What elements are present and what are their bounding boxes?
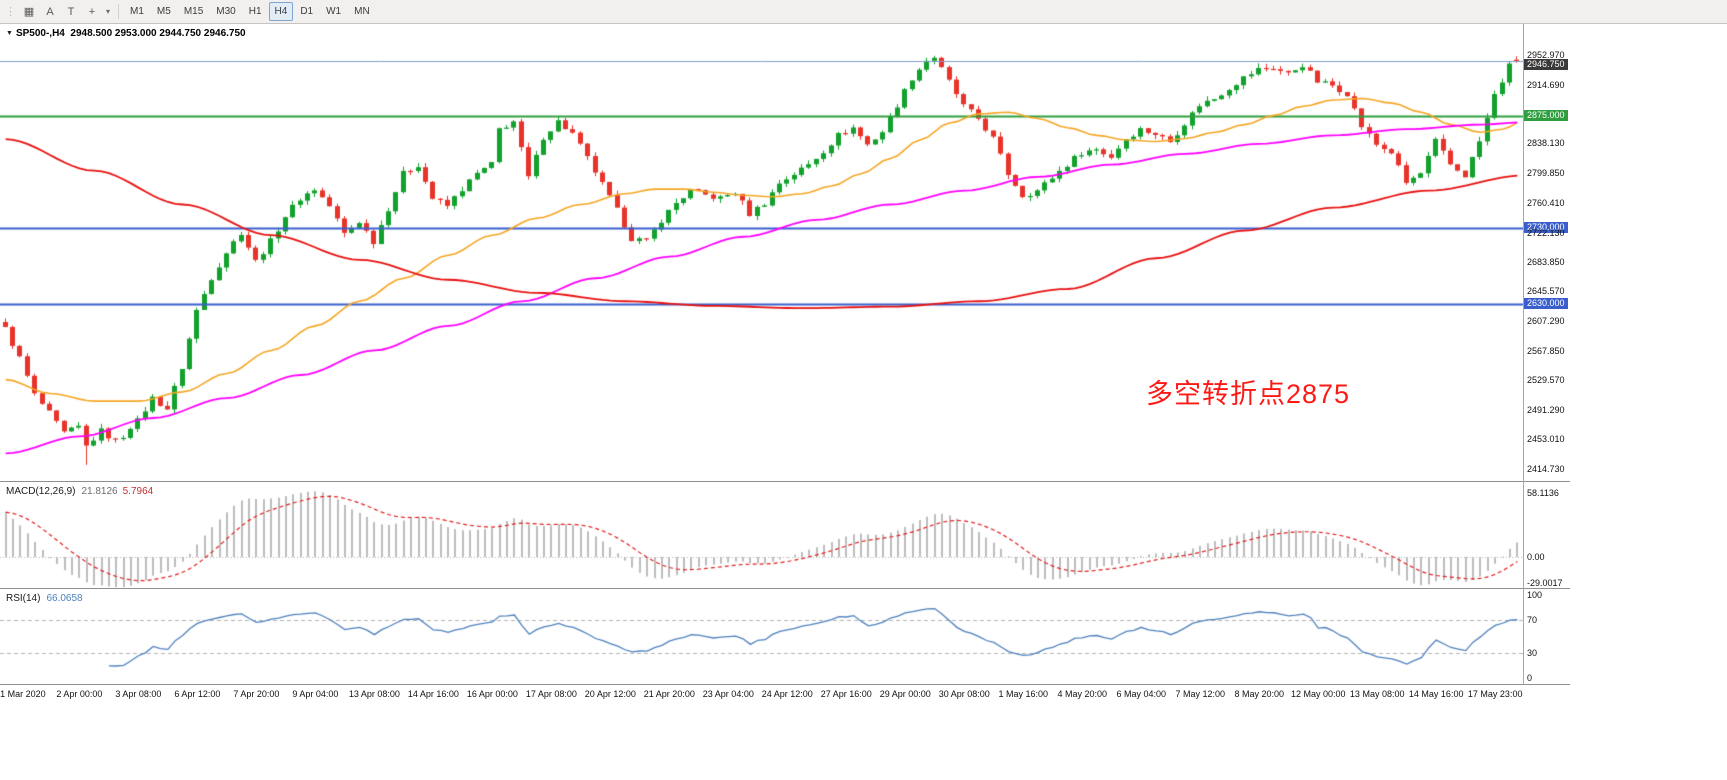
price-axis-label: 2607.290 [1527, 315, 1565, 326]
timeframe-H4[interactable]: H4 [268, 2, 294, 21]
price-level-label: 2730.000 [1524, 221, 1568, 233]
price-axis-label: 2453.010 [1527, 434, 1565, 445]
time-axis-label: 30 Apr 08:00 [938, 689, 990, 699]
rsi-label: RSI(14) 66.0658 [6, 593, 83, 604]
macd-chart-canvas[interactable] [0, 482, 1523, 588]
time-axis-label: 7 Apr 20:00 [233, 689, 280, 699]
rsi-axis-label: 100 [1527, 590, 1543, 600]
price-axis-label: 2760.410 [1527, 198, 1565, 209]
price-level-label: 2630.000 [1524, 298, 1568, 310]
timeframe-buttons: M1 M5 M15 M30 H1 H4 D1 W1 MN [124, 2, 376, 21]
chart-text-annotation[interactable]: 多空转折点2875 [1146, 379, 1351, 409]
timeframe-M15[interactable]: M15 [183, 6, 204, 17]
time-axis-label: 24 Apr 12:00 [761, 689, 813, 699]
timeframe-M30[interactable]: M30 [216, 6, 236, 17]
timeframe-W1[interactable]: W1 [326, 6, 342, 17]
time-axis-label: 17 May 23:00 [1467, 689, 1523, 699]
macd-axis-label: -29.0017 [1527, 578, 1563, 588]
price-axis-label: 2799.850 [1527, 167, 1565, 178]
price-axis-label: 2567.850 [1527, 346, 1565, 357]
time-axis-label: 6 May 04:00 [1116, 689, 1167, 699]
time-axis-label: 6 Apr 12:00 [174, 689, 221, 699]
collapse-triangle-icon[interactable]: ▼ [6, 30, 13, 37]
rsi-pane-separator[interactable] [0, 588, 1570, 589]
time-axis-label: 21 Apr 20:00 [643, 689, 695, 699]
ohlc-values: 2948.500 2953.000 2944.750 2946.750 [70, 28, 246, 39]
toolbar-icons: ▦ A T + ▾ [19, 2, 113, 21]
time-axis-label: 14 Apr 16:00 [407, 689, 459, 699]
add-indicator-icon[interactable]: + [88, 5, 96, 18]
time-axis-label: 3 Apr 08:00 [115, 689, 162, 699]
rsi-axis-label: 70 [1527, 614, 1538, 625]
price-axis-label: 2645.570 [1527, 286, 1565, 297]
time-axis-label: 7 May 12:00 [1175, 689, 1225, 699]
price-axis-label: 2952.970 [1527, 50, 1565, 61]
price-axis-border [1523, 24, 1524, 684]
chart-title: ▼ SP500-,H4 2948.500 2953.000 2944.750 29… [6, 28, 246, 39]
time-axis-label: 29 Apr 00:00 [879, 689, 931, 699]
time-axis-label: 8 May 20:00 [1234, 689, 1284, 699]
time-axis-label: 20 Apr 12:00 [584, 689, 636, 699]
time-axis-label: 9 Apr 04:00 [292, 689, 339, 699]
price-level-label: 2946.750 [1524, 59, 1568, 71]
toolbar-separator [118, 4, 119, 19]
time-axis-label: 31 Mar 2020 [0, 689, 46, 699]
macd-name: MACD(12,26,9) [6, 486, 76, 497]
toolbar: ⋮ ▦ A T + ▾ M1 M5 M15 M30 H1 H4 D1 W1 MN [0, 0, 1727, 24]
rsi-axis-label: 0 [1527, 673, 1533, 683]
annotation-a-icon[interactable]: A [46, 5, 54, 18]
symbol-timeframe: SP500-,H4 [15, 28, 65, 39]
timeframe-D1[interactable]: D1 [300, 6, 314, 17]
chart-type-icon[interactable]: ▦ [23, 6, 35, 18]
timeframe-MN[interactable]: MN [354, 6, 370, 17]
macd-label: MACD(12,26,9) 21.8126 5.7964 [6, 486, 153, 497]
macd-main-value: 21.8126 [81, 486, 118, 497]
macd-axis-label: 58.1136 [1527, 487, 1559, 498]
price-axis-label: 2838.130 [1527, 138, 1565, 149]
time-axis-label: 1 May 16:00 [998, 689, 1049, 699]
time-axis-label: 13 Apr 08:00 [348, 689, 400, 699]
price-axis-label: 2914.690 [1527, 79, 1565, 90]
text-tool-icon[interactable]: T [67, 5, 75, 18]
time-axis-label: 17 Apr 08:00 [525, 689, 577, 699]
time-axis-label: 14 May 16:00 [1408, 689, 1464, 699]
price-axis-label: 2683.850 [1527, 256, 1565, 267]
time-axis-label: 16 Apr 00:00 [466, 689, 518, 699]
price-axis-label: 2414.730 [1527, 463, 1565, 474]
toolbar-grip[interactable]: ⋮ [5, 6, 16, 18]
timeframe-M5[interactable]: M5 [156, 6, 171, 17]
time-axis-label: 23 Apr 04:00 [702, 689, 754, 699]
rsi-chart-canvas[interactable] [0, 589, 1523, 684]
macd-pane-separator[interactable] [0, 481, 1570, 482]
rsi-value: 66.0658 [46, 593, 83, 604]
time-axis-label: 27 Apr 16:00 [820, 689, 872, 699]
rsi-name: RSI(14) [6, 593, 41, 604]
rsi-axis-label: 30 [1527, 648, 1538, 659]
time-axis-label: 2 Apr 00:00 [56, 689, 103, 699]
price-axis-label: 2529.570 [1527, 375, 1565, 386]
price-level-label: 2875.000 [1524, 110, 1568, 122]
timeframe-H1[interactable]: H1 [248, 6, 262, 17]
dropdown-caret-icon[interactable]: ▾ [105, 7, 110, 16]
time-axis-label: 12 May 00:00 [1290, 689, 1346, 699]
timeframe-M1[interactable]: M1 [130, 6, 144, 17]
macd-signal-value: 5.7964 [122, 486, 154, 497]
price-axis-label: 2722.130 [1527, 227, 1565, 238]
price-chart-canvas[interactable] [0, 24, 1523, 481]
time-axis-label: 4 May 20:00 [1057, 689, 1108, 699]
price-axis-label: 2491.290 [1527, 404, 1565, 415]
time-axis-separator [0, 684, 1570, 685]
time-axis-label: 13 May 08:00 [1349, 689, 1405, 699]
macd-axis-label: 0.00 [1527, 552, 1545, 563]
